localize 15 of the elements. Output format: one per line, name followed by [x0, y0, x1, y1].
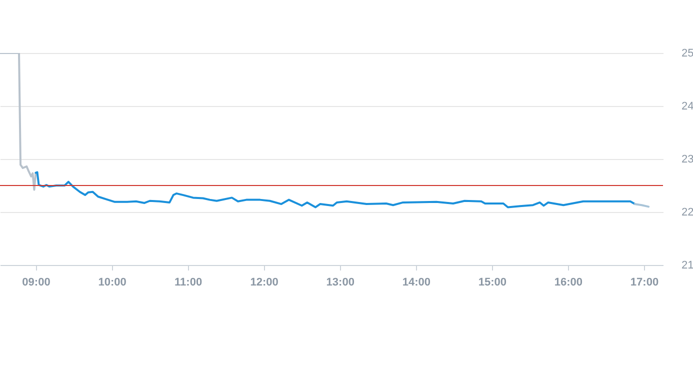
x-tick-label: 11:00	[174, 276, 202, 288]
line-series	[34, 171, 636, 208]
y-tick-label: 22	[682, 206, 693, 218]
x-tick-label: 13:00	[326, 276, 354, 288]
line-series	[0, 53, 37, 191]
y-tick-label: 25	[682, 48, 693, 60]
x-tick-label: 09:00	[22, 276, 50, 288]
x-tick-label: 10:00	[98, 276, 126, 288]
y-tick-label: 23	[682, 154, 693, 166]
x-tick-label: 14:00	[402, 276, 430, 288]
x-tick-label: 16:00	[554, 276, 583, 288]
x-tick-label: 17:00	[630, 276, 659, 288]
y-tick-label: 21	[682, 260, 693, 272]
x-tick-label: 15:00	[478, 276, 506, 288]
x-tick-label: 12:00	[250, 276, 278, 288]
